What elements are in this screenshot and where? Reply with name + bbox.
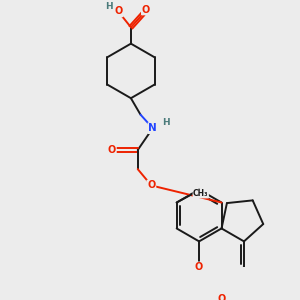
Text: N: N [148, 123, 157, 133]
Text: O: O [115, 7, 123, 16]
Text: H: H [105, 2, 113, 11]
Text: O: O [142, 4, 150, 14]
Text: O: O [195, 262, 203, 272]
Text: CH₃: CH₃ [193, 189, 208, 198]
Text: O: O [108, 145, 116, 155]
Text: O: O [147, 181, 155, 190]
Text: H: H [163, 118, 170, 127]
Text: O: O [218, 294, 226, 300]
